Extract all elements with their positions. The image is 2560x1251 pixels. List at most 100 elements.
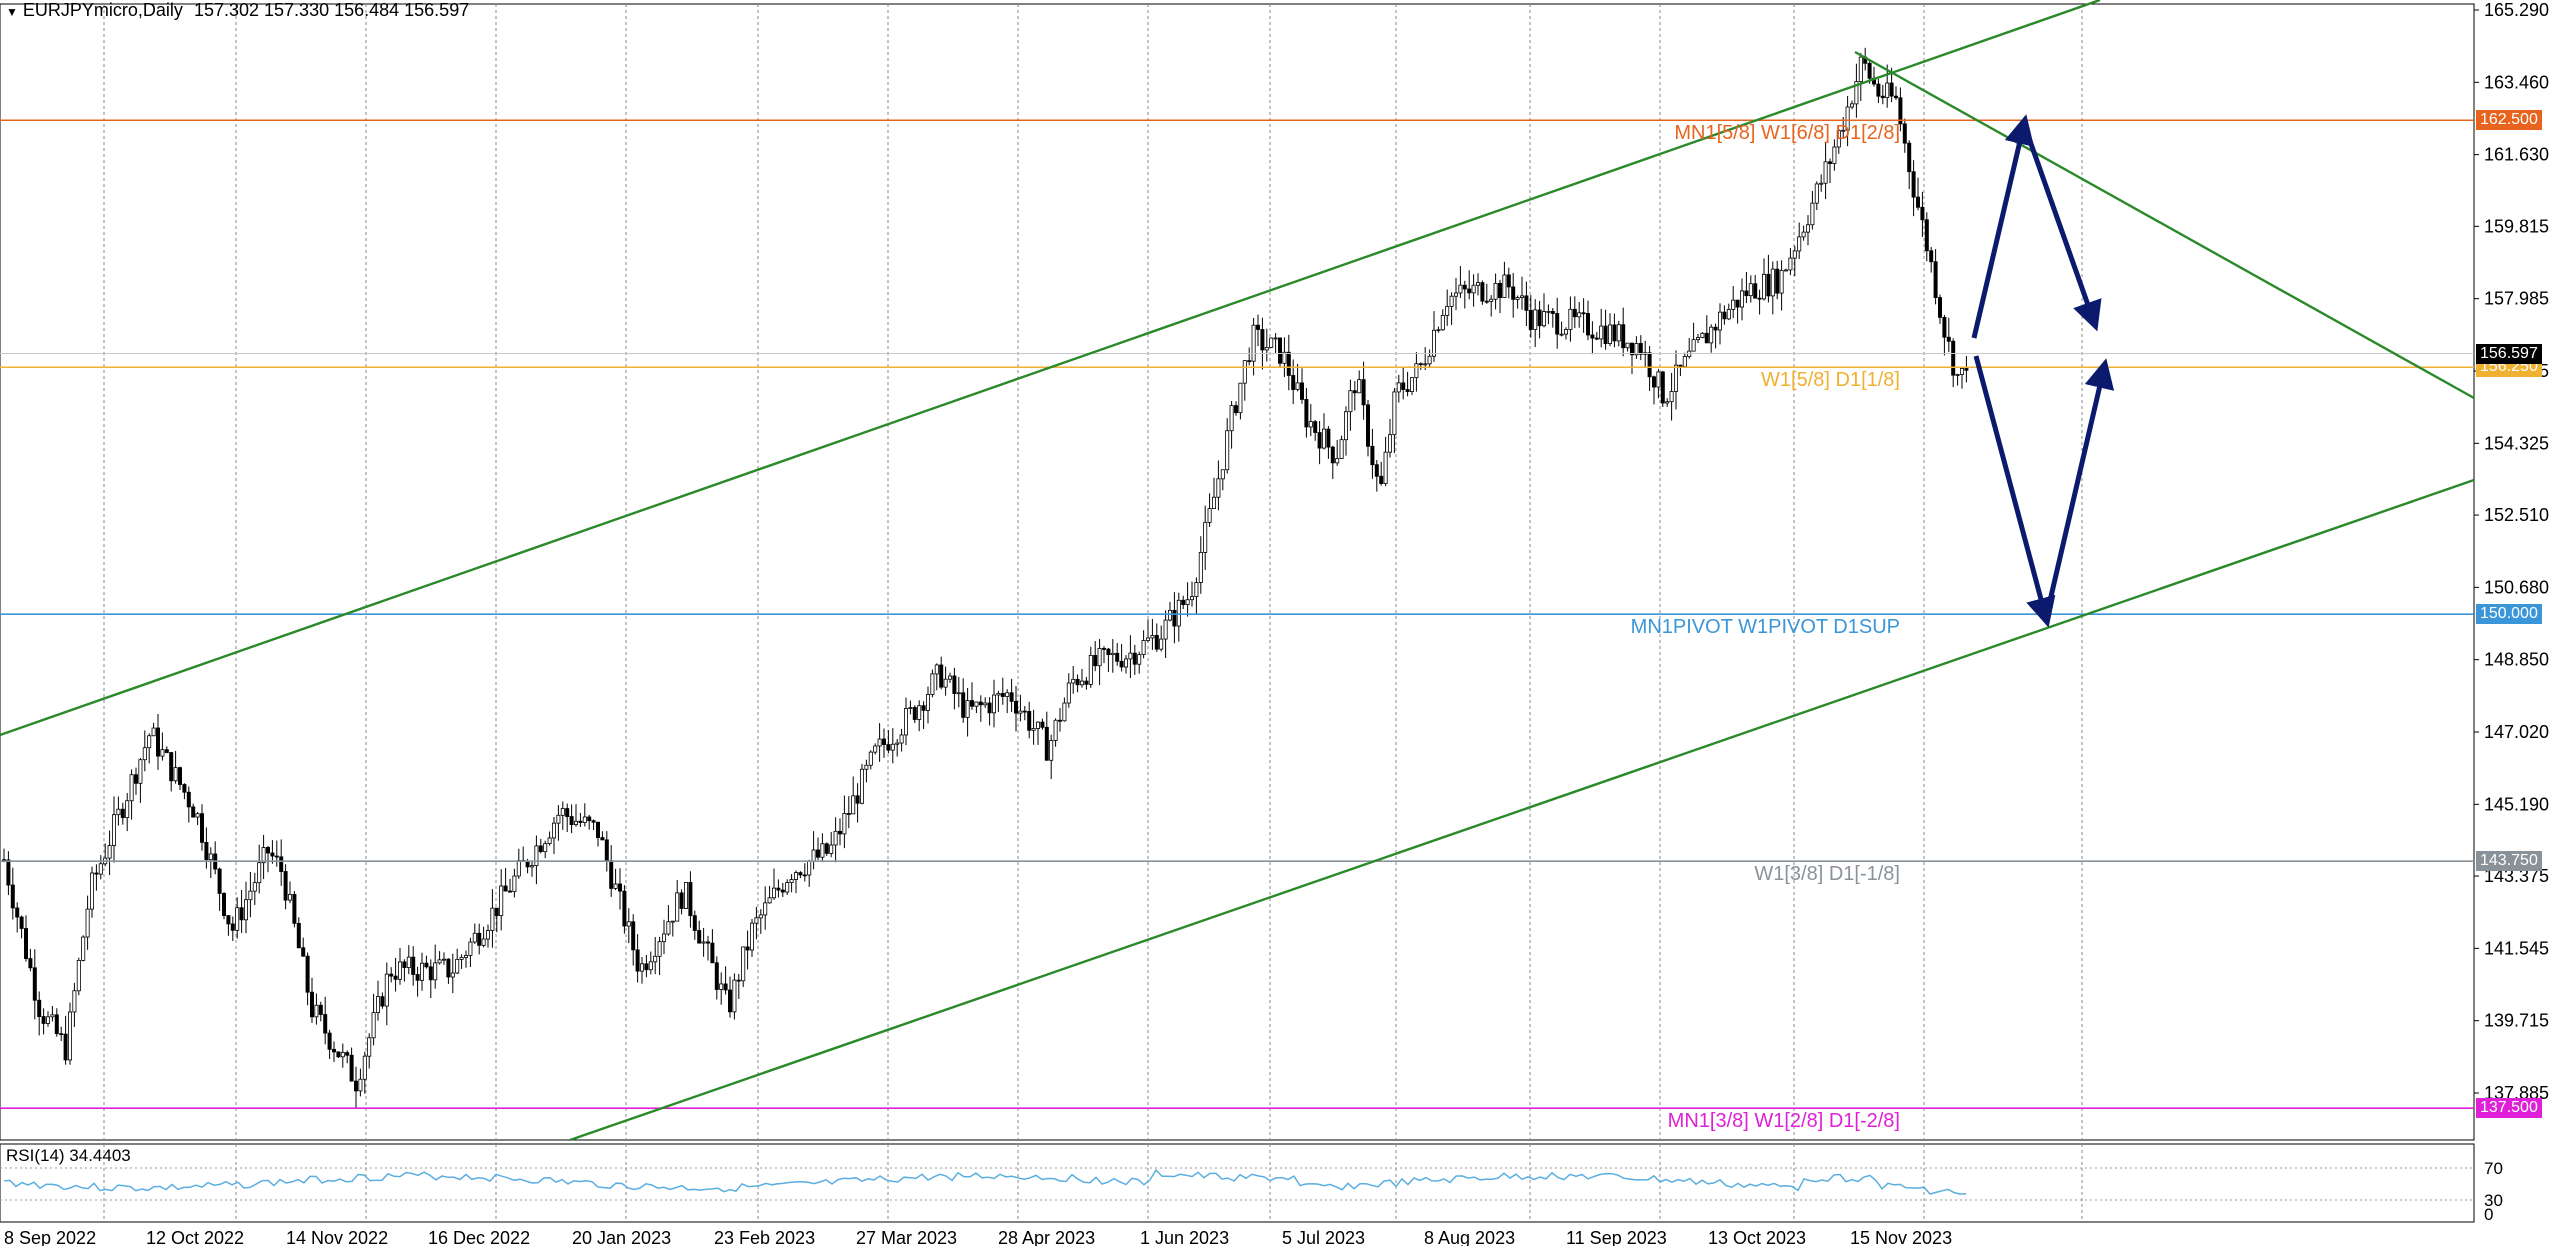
candle[interactable] [257, 844, 262, 894]
candle[interactable] [411, 946, 416, 986]
candle[interactable] [116, 796, 121, 826]
candle[interactable] [393, 957, 398, 992]
candle[interactable] [151, 722, 156, 737]
candle[interactable] [1876, 78, 1881, 103]
candle[interactable] [1009, 678, 1014, 712]
candle[interactable] [912, 705, 917, 724]
candle[interactable] [10, 867, 15, 920]
candle[interactable] [1608, 313, 1613, 347]
candle[interactable] [46, 1011, 51, 1027]
candle[interactable] [1264, 328, 1269, 362]
candle[interactable] [1735, 299, 1740, 324]
candle[interactable] [543, 840, 548, 859]
candle[interactable] [763, 886, 768, 930]
candle[interactable] [1251, 317, 1256, 376]
candle[interactable] [1075, 674, 1080, 693]
candle[interactable] [983, 697, 988, 708]
candle[interactable] [186, 786, 191, 823]
candle[interactable] [956, 677, 961, 708]
candle[interactable] [1850, 100, 1855, 110]
candle[interactable] [860, 764, 865, 805]
candle[interactable] [349, 1047, 354, 1082]
candle[interactable] [226, 914, 231, 936]
candle[interactable] [1423, 347, 1428, 371]
candle[interactable] [939, 656, 944, 690]
candle[interactable] [239, 889, 244, 933]
candle[interactable] [596, 821, 601, 847]
candle[interactable] [1185, 582, 1190, 617]
candle[interactable] [1520, 276, 1525, 310]
candle[interactable] [1220, 469, 1225, 491]
candle[interactable] [221, 892, 226, 920]
candle[interactable] [820, 833, 825, 863]
candle[interactable] [340, 1043, 345, 1068]
candle[interactable] [1093, 641, 1098, 672]
candle[interactable] [389, 967, 394, 983]
candle[interactable] [798, 871, 803, 879]
candle[interactable] [23, 915, 28, 962]
candle[interactable] [1040, 718, 1045, 730]
candle[interactable] [1546, 304, 1551, 325]
candle[interactable] [1335, 439, 1340, 466]
candle[interactable] [882, 728, 887, 758]
candle[interactable] [1797, 222, 1802, 260]
candle[interactable] [785, 879, 790, 895]
candle[interactable] [732, 973, 737, 1020]
candle[interactable] [917, 700, 922, 732]
candle[interactable] [270, 840, 275, 864]
candle[interactable] [1806, 215, 1811, 246]
candle[interactable] [622, 885, 627, 934]
candle[interactable] [886, 730, 891, 754]
candle[interactable] [1176, 592, 1181, 642]
candle[interactable] [437, 951, 442, 965]
candle[interactable] [1361, 361, 1366, 420]
candle[interactable] [59, 1026, 64, 1042]
candle[interactable] [1564, 327, 1569, 340]
candle[interactable] [772, 868, 777, 901]
candle[interactable] [1880, 84, 1885, 105]
candle[interactable] [1586, 300, 1591, 341]
candle[interactable] [587, 814, 592, 830]
candle[interactable] [719, 972, 724, 1005]
candle[interactable] [697, 920, 702, 944]
candle[interactable] [890, 728, 895, 764]
candle[interactable] [1916, 177, 1921, 211]
candle[interactable] [507, 878, 512, 893]
candle[interactable] [182, 783, 187, 800]
candle[interactable] [54, 1008, 59, 1037]
candle[interactable] [1053, 718, 1058, 747]
candle[interactable] [556, 805, 561, 841]
candle[interactable] [1194, 577, 1199, 614]
candle[interactable] [1286, 334, 1291, 391]
candle[interactable] [992, 679, 997, 728]
candle[interactable] [1704, 315, 1709, 344]
candle[interactable] [635, 934, 640, 983]
candle[interactable] [323, 996, 328, 1045]
candle[interactable] [274, 840, 279, 867]
candle[interactable] [1511, 272, 1516, 318]
candle[interactable] [728, 976, 733, 1018]
candle[interactable] [1823, 142, 1828, 200]
candle[interactable] [1225, 418, 1230, 474]
candle[interactable] [996, 690, 1001, 712]
candle[interactable] [353, 1066, 358, 1108]
candle[interactable] [846, 796, 851, 829]
candle[interactable] [1594, 332, 1599, 341]
candle[interactable] [1902, 118, 1907, 153]
candle[interactable] [481, 926, 486, 948]
candle[interactable] [684, 882, 689, 909]
candle[interactable] [1489, 295, 1494, 317]
candle[interactable] [1625, 342, 1630, 352]
candle[interactable] [1762, 258, 1767, 301]
candle[interactable] [1097, 638, 1102, 686]
candle[interactable] [1814, 181, 1819, 211]
candle[interactable] [1027, 701, 1032, 739]
candle[interactable] [776, 879, 781, 898]
candle[interactable] [714, 956, 719, 1000]
candle[interactable] [305, 952, 310, 1006]
candle[interactable] [301, 937, 306, 957]
candle[interactable] [952, 667, 957, 710]
candle[interactable] [829, 832, 834, 858]
candle[interactable] [1031, 709, 1036, 745]
candle[interactable] [1146, 619, 1151, 643]
